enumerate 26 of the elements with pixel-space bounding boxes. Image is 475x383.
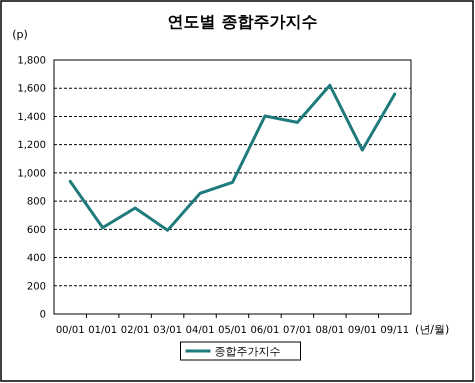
y-tick-label: 200 xyxy=(26,281,46,292)
y-tick-label: 1,000 xyxy=(17,168,46,180)
line-series xyxy=(68,84,396,232)
x-tick-label: 09/01 xyxy=(348,325,377,336)
y-tick-label: 800 xyxy=(26,196,46,208)
x-tick-label: 01/01 xyxy=(88,325,118,336)
x-tick-label: 02/01 xyxy=(120,325,150,336)
y-tick-label: 400 xyxy=(26,253,46,264)
x-tick-label: 00/01 xyxy=(56,325,85,336)
y-tick-label: 600 xyxy=(26,224,46,236)
x-tick-label: 06/01 xyxy=(250,325,280,336)
x-tick-label: 09/11 xyxy=(380,325,410,336)
x-tick-label: 05/01 xyxy=(218,325,247,336)
x-tick-label: 07/01 xyxy=(282,325,312,336)
chart-title: 연도별 종합주가지수 xyxy=(168,12,318,31)
x-tick-label: 04/01 xyxy=(186,325,214,336)
y-axis-title: (p) xyxy=(12,28,28,41)
y-tick-label: 1,800 xyxy=(17,56,46,66)
y-tick-label: 1,600 xyxy=(17,84,46,95)
y-tick-label: 1,200 xyxy=(17,140,46,152)
x-axis-title: (년/월) xyxy=(415,323,450,336)
x-tick-label: 03/01 xyxy=(153,325,182,336)
y-tick-label: 1,400 xyxy=(17,112,46,123)
legend-label: 종합주가지수 xyxy=(214,344,280,358)
y-tick-label: 0 xyxy=(40,310,46,320)
x-tick-label: 08/01 xyxy=(315,325,344,336)
